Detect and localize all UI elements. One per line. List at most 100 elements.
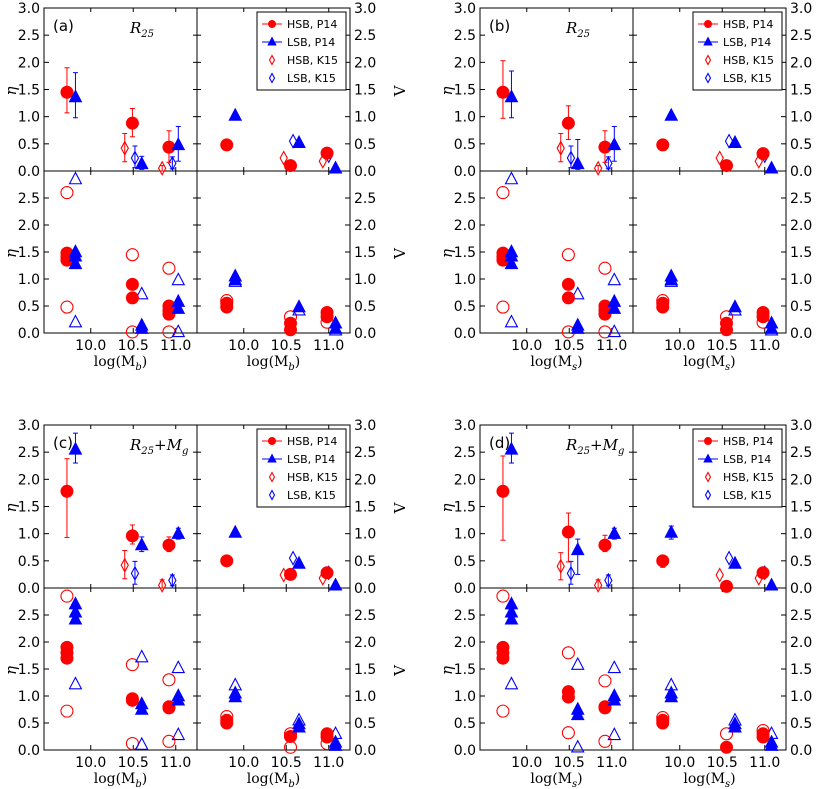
ylabel-eta: η (2, 666, 20, 675)
ytick-label-left: 0.5 (454, 137, 476, 153)
ylabel-eta: η (2, 249, 20, 258)
hsb-k15-point (593, 577, 603, 593)
ytick-label-left: 2.5 (454, 191, 476, 207)
ylabel-lambda: Λ (826, 664, 830, 676)
hsb-sample-point (598, 674, 612, 688)
legend-marker-diamond (268, 54, 276, 66)
hsb-sample-point (60, 300, 74, 314)
ytick-label-right: 2.0 (354, 635, 376, 651)
xtick-label: 11.0 (596, 755, 627, 771)
xtick-label: 10.5 (118, 338, 149, 354)
hsb-p14-point (320, 730, 334, 744)
hsb-sample-point (496, 300, 510, 314)
ytick-label-right: 2.0 (354, 218, 376, 234)
ytick-label-right: 2.0 (790, 472, 812, 488)
hsb-p14-point (561, 116, 575, 130)
ytick-label-left: 1.0 (18, 527, 40, 543)
lsb-p14-point (570, 542, 585, 556)
ytick-label-right: 1.5 (790, 245, 812, 261)
lsb-p14-point (328, 160, 343, 174)
hsb-p14-point (656, 300, 670, 314)
lsb-sample-point (171, 324, 186, 338)
lsb-k15-point (288, 550, 298, 566)
lsb-sample-point (171, 272, 186, 286)
xtick-label: 10.0 (75, 755, 106, 771)
hsb-p14-point (320, 146, 334, 160)
lsb-p14-point (728, 134, 742, 148)
ytick-label-right: 2.5 (354, 28, 376, 44)
lsb-p14-point (728, 719, 742, 733)
lsb-k15-point (724, 550, 734, 566)
legend-label: HSB, P14 (723, 435, 773, 448)
hsb-sample-point (598, 261, 612, 275)
ytick-label-right: 0.0 (790, 164, 812, 180)
hsb-sample-point (719, 727, 734, 741)
ylabel-lambda: Λ (390, 664, 408, 676)
xlabel-base: log(M (94, 354, 136, 370)
ytick-label-right: 0.5 (354, 137, 376, 153)
ytick-label-right: 1.0 (790, 689, 812, 705)
ytick-label-right: 0.5 (790, 554, 812, 570)
hsb-p14-point (756, 566, 770, 580)
lsb-p14-point (134, 537, 149, 551)
ylabel-eta: η (2, 504, 20, 513)
hsb-p14-point (284, 159, 297, 173)
ytick-label-right: 0.0 (790, 326, 812, 342)
ytick-label-right: 1.5 (354, 662, 376, 678)
lsb-sample-point (171, 727, 186, 741)
lsb-p14-point (504, 441, 519, 455)
hsb-k15-point (715, 567, 724, 583)
annotation-extra: +M (590, 436, 619, 454)
hsb-p14-point (756, 730, 770, 744)
lsb-p14-point (134, 156, 149, 170)
ytick-label-left: 1.0 (18, 689, 40, 705)
ytick-label-right: 0.5 (354, 554, 376, 570)
ytick-label-right: 2.5 (354, 608, 376, 624)
xlabel-close: ) (142, 354, 147, 370)
ytick-label-left: 0.0 (18, 326, 40, 342)
hsb-p14-point (720, 159, 733, 173)
lsb-p14-point (728, 299, 742, 313)
ytick-label-left: 1.0 (454, 110, 476, 126)
hsb-sample-point (598, 734, 612, 748)
hsb-p14-point (162, 538, 176, 552)
ytick-label-left: 0.5 (454, 299, 476, 315)
legend: HSB, P14 LSB, P14 HSB, K15 LSB, K15 (692, 11, 783, 91)
xtick-label: 11.0 (313, 755, 344, 771)
lsb-p14-point (664, 272, 679, 286)
panel-label: (b) (489, 17, 510, 35)
xlabel-sub: b (288, 362, 294, 373)
hsb-p14-point (60, 651, 74, 665)
lsb-k15-point (604, 155, 613, 172)
ylabel-lambda: Λ (826, 502, 830, 514)
annotation-sub: 25 (140, 446, 154, 457)
ytick-label-left: 1.5 (18, 245, 40, 261)
xtick-label: 11.0 (160, 338, 191, 354)
lsb-sample-point (570, 739, 585, 753)
lsb-p14-point (504, 611, 519, 625)
xlabel: log(Mb) (247, 354, 301, 373)
ytick-label-left: 2.5 (454, 608, 476, 624)
ytick-label-left: 1.0 (18, 110, 40, 126)
panel-annotation: R25+Mg (565, 436, 624, 457)
xtick-label: 10.5 (271, 338, 302, 354)
ytick-label-left: 2.0 (18, 635, 40, 651)
ytick-label-right: 1.5 (790, 500, 812, 516)
ytick-label-left: 3.0 (454, 418, 476, 434)
ytick-label-left: 0.5 (454, 554, 476, 570)
legend-marker-triangle (267, 36, 277, 46)
hsb-sample-point (162, 734, 176, 748)
ytick-label-right: 0.0 (354, 743, 376, 759)
ylabel-eta: η (438, 87, 456, 96)
hsb-p14-point (561, 690, 575, 704)
ytick-label-right: 2.0 (354, 472, 376, 488)
hsb-p14-point (720, 579, 733, 593)
hsb-sample-point (496, 704, 510, 718)
xtick-label: 11.0 (313, 338, 344, 354)
legend-marker-circle (704, 20, 712, 28)
annotation-extra-sub: g (182, 446, 188, 457)
ytick-label-left: 1.5 (454, 245, 476, 261)
ytick-label-left: 2.5 (18, 608, 40, 624)
panel-label: (d) (489, 434, 510, 452)
ytick-label-left: 1.5 (18, 500, 40, 516)
